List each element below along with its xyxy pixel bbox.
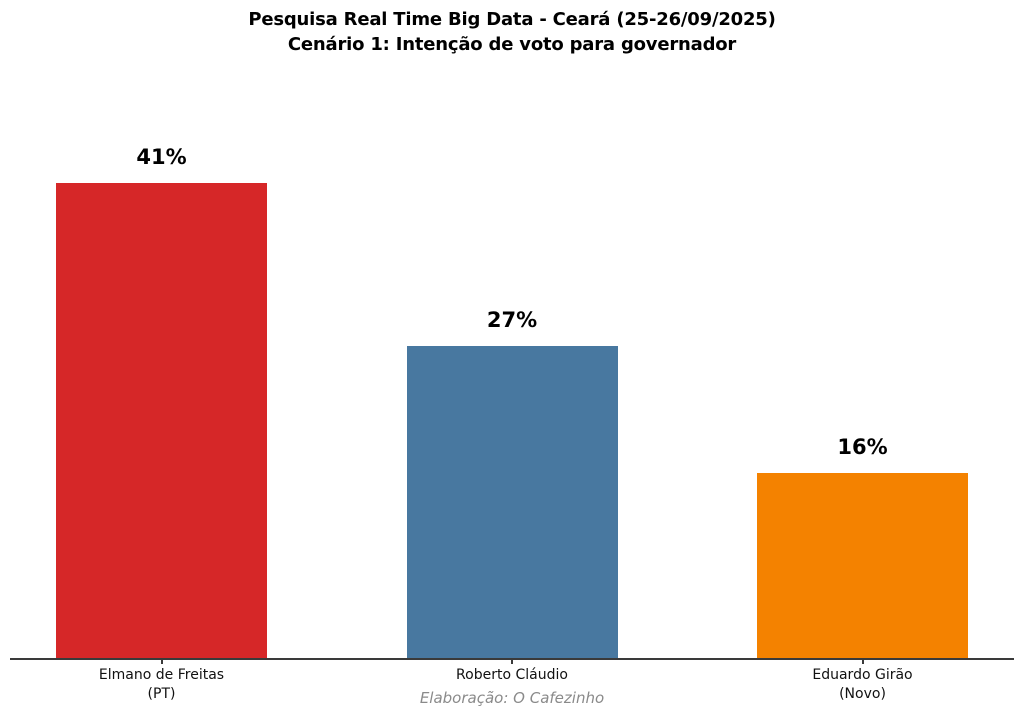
bar-value-label-2: 16%	[837, 435, 888, 459]
x-axis-tick-2	[861, 659, 864, 664]
chart-title-line2: Cenário 1: Intenção de voto para governa…	[287, 34, 737, 55]
bar-1	[406, 346, 618, 659]
chart-title-line1: Pesquisa Real Time Big Data - Ceará (25-…	[248, 9, 776, 30]
x-axis-tick-0	[160, 659, 163, 664]
bar-0	[56, 183, 267, 659]
source-note: Elaboração: O Cafezinho	[419, 689, 605, 707]
x-axis-category-label-1: Roberto Cláudio	[456, 667, 568, 683]
chart-title: Pesquisa Real Time Big Data - Ceará (25-…	[0, 7, 1024, 57]
bar-value-label-1: 27%	[486, 308, 538, 332]
x-axis-category-label-0: Elmano de Freitas (PT)	[98, 667, 225, 702]
x-axis-tick-1	[511, 659, 513, 664]
x-axis-category-label-2: Eduardo Girão (Novo)	[812, 667, 913, 702]
bar-value-label-0: 41%	[136, 145, 187, 169]
x-axis-line	[10, 658, 1014, 660]
bar-2	[757, 473, 968, 659]
